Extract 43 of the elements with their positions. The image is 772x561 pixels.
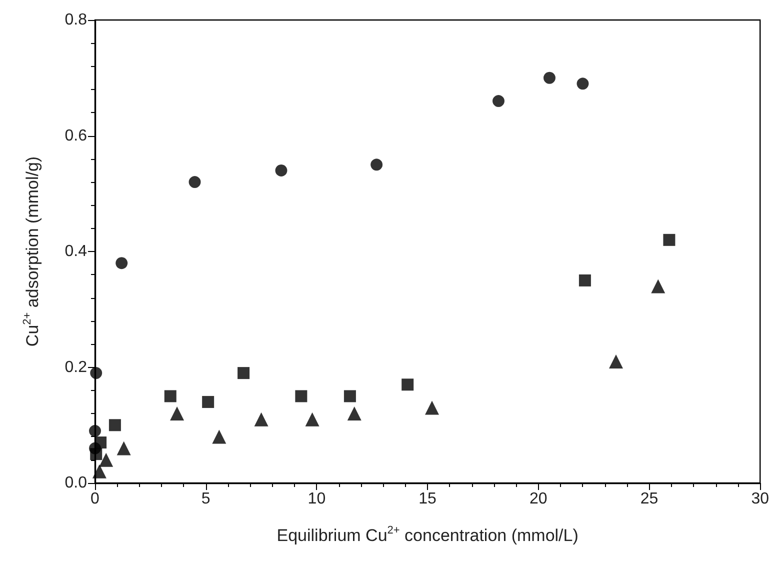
- x-tick-label: 5: [201, 490, 210, 508]
- point: [663, 234, 676, 246]
- point: [202, 396, 214, 408]
- y-tick-label: 0.0: [64, 474, 88, 492]
- point: [99, 452, 114, 467]
- point: [305, 412, 320, 426]
- point: [90, 367, 102, 380]
- point: [89, 442, 101, 454]
- point: [188, 176, 201, 188]
- y-tick-label: 0.8: [64, 12, 88, 28]
- point: [116, 257, 128, 270]
- point: [370, 158, 383, 171]
- point: [608, 354, 623, 368]
- point: [89, 424, 101, 437]
- x-tick-label: 25: [640, 490, 658, 508]
- x-tick-label: 15: [418, 490, 437, 508]
- point: [275, 164, 288, 176]
- point: [578, 274, 591, 286]
- point: [295, 390, 308, 402]
- point: [651, 279, 666, 294]
- y-tick-label: 0.6: [64, 127, 88, 144]
- point: [544, 72, 556, 84]
- point: [344, 390, 356, 402]
- point: [164, 390, 176, 402]
- x-tick-label: 20: [530, 490, 548, 508]
- point: [402, 378, 414, 391]
- point: [108, 419, 121, 432]
- y-tick-label: 0.4: [64, 243, 88, 260]
- point: [576, 78, 589, 90]
- point: [92, 464, 106, 478]
- point: [212, 430, 226, 444]
- y-axis-title: Cu2+ adsorption (mmol/g): [22, 156, 42, 347]
- x-tick-label: 10: [308, 490, 326, 508]
- point: [424, 400, 439, 415]
- point: [347, 406, 362, 421]
- y-tick-label: 0.2: [64, 358, 88, 376]
- point: [492, 95, 504, 108]
- point: [238, 367, 250, 380]
- x-tick-label: 0: [90, 490, 100, 508]
- x-tick-label: 30: [751, 490, 770, 508]
- point: [170, 406, 184, 421]
- point: [254, 412, 268, 426]
- point: [116, 441, 131, 456]
